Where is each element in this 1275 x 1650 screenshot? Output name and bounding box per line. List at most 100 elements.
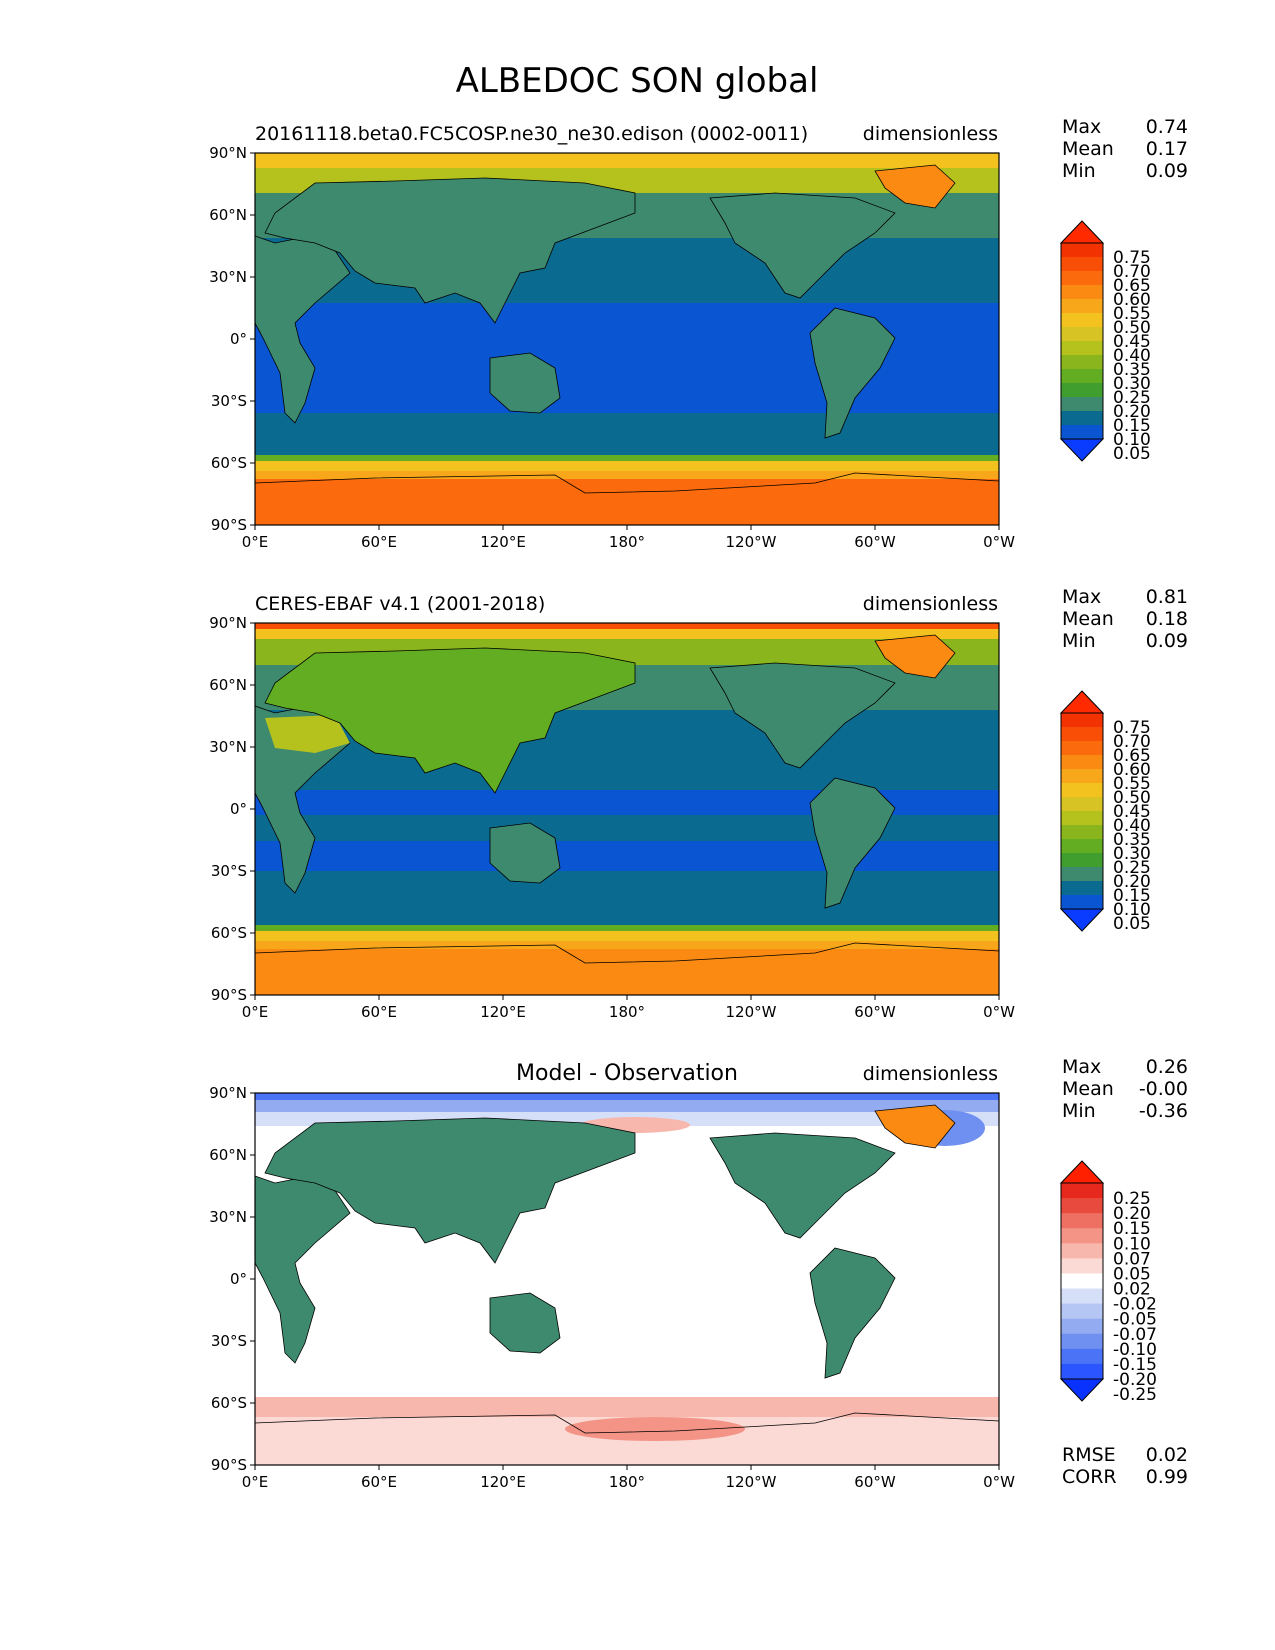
lat-tick-label: 90°S [211,1456,247,1474]
colorbar-tick-label: 0.50 [1113,788,1151,808]
colorbar-segment [1061,327,1103,342]
lon-tick-label: 0°E [242,1003,269,1021]
colorbar-tick-label: -0.10 [1113,1340,1157,1360]
map-area [254,1093,1000,1466]
colorbar-tick-label: -0.07 [1113,1325,1157,1345]
map-area [254,623,1000,996]
lon-tick-label: 60°W [854,1473,896,1491]
colorbar-segment [1061,797,1103,812]
stat-label: Max [1062,116,1101,138]
lon-tick-label: 60°W [854,533,896,551]
colorbar-segment [1061,1243,1103,1259]
stat-value: -0.36 [1139,1100,1188,1122]
colorbar-tick-label: 0.40 [1113,816,1151,836]
colorbar-segment [1061,1363,1103,1380]
lon-tick-label: 120°E [480,533,526,551]
colorbar-tick-label: 0.02 [1113,1280,1151,1300]
metric-value: 0.02 [1146,1444,1188,1466]
metric-value: 0.99 [1146,1466,1188,1488]
colorbar-extend-max [1059,220,1105,244]
stat-value: 0.09 [1146,160,1188,182]
panel-left-title: 20161118.beta0.FC5COSP.ne30_ne30.edison … [255,123,808,145]
colorbar-frame [1060,242,1104,440]
lon-tick-label: 60°E [361,533,397,551]
colorbar-tick-label: 0.15 [1113,1219,1151,1239]
stat-value: 0.81 [1146,586,1188,608]
lon-tick-label: 120°W [726,1003,777,1021]
panel-center-title: Model - Observation [516,1061,738,1086]
panel-model: 20161118.beta0.FC5COSP.ne30_ne30.edison … [254,123,1000,526]
colorbar-frame [1060,1182,1104,1380]
colorbar-tick-label: 0.25 [1113,388,1151,408]
colorbar-segment [1061,425,1103,440]
metric-label: CORR [1062,1466,1117,1488]
lat-tick-label: 0° [230,1270,247,1288]
colorbar-segment [1061,727,1103,742]
colorbar-tick-label: 0.10 [1113,430,1151,450]
colorbar-segment [1061,811,1103,826]
colorbar-tick-label: 0.55 [1113,774,1151,794]
lon-tick-label: 180° [609,1003,645,1021]
colorbar-tick-label: -0.15 [1113,1355,1157,1375]
panel-left-title: CERES-EBAF v4.1 (2001-2018) [255,593,545,615]
colorbar-segment [1061,285,1103,300]
panel-diff: Model - Observation dimensionless [254,1061,1000,1466]
colorbar-tick-label: 0.10 [1113,900,1151,920]
colorbar-tick-label: 0.65 [1113,276,1151,296]
lat-tick-label: 30°S [211,392,247,410]
colorbar-segment [1061,1198,1103,1214]
stat-value: 0.09 [1146,630,1188,652]
colorbar-tick-label: 0.30 [1113,374,1151,394]
colorbar-tick-label: 0.15 [1113,886,1151,906]
colorbar-tick-label: 0.35 [1113,360,1151,380]
colorbar-segment [1061,1258,1103,1274]
lon-tick-label: 120°W [726,1473,777,1491]
lat-tick-label: 60°S [211,1394,247,1412]
lon-tick-label: 120°E [480,1003,526,1021]
colorbar-segment [1061,825,1103,840]
stat-label: Min [1062,630,1096,652]
lat-tick-label: 60°S [211,924,247,942]
anomaly-southern-ocean [255,1397,999,1417]
colorbar-tick-label: 0.30 [1113,844,1151,864]
lon-tick-label: 0°W [983,533,1015,551]
stat-value: 0.18 [1146,608,1188,630]
colorbar-tick-label: 0.05 [1113,1264,1151,1284]
band-arctic-cap [255,153,999,168]
stat-label: Min [1062,160,1096,182]
metric-label: RMSE [1062,1444,1116,1466]
panel-obs: CERES-EBAF v4.1 (2001-2018) dimensionles… [254,593,1000,996]
colorbar-tick-label: 0.70 [1113,732,1151,752]
colorbar-tick-label: 0.20 [1113,1204,1151,1224]
colorbar-tick-label: 0.75 [1113,248,1151,268]
lat-tick-label: 30°N [209,268,247,286]
colorbar-segment [1061,1288,1103,1305]
colorbar-extend-min [1059,1378,1105,1402]
colorbar-segment [1061,1333,1103,1350]
lat-tick-label: 60°N [209,206,247,224]
colorbar-segment [1061,1318,1103,1335]
colorbar-tick-label: 0.20 [1113,872,1151,892]
colorbar-tick-label: 0.15 [1113,416,1151,436]
colorbar-segment [1061,369,1103,384]
band-south-mid [255,413,999,455]
colorbar-segment [1061,313,1103,328]
colorbar-tick-label: -0.25 [1113,1385,1157,1405]
band-southern-ice [255,461,999,471]
colorbar-tick-label: 0.20 [1113,402,1151,422]
lat-tick-label: 90°S [211,516,247,534]
colorbar-tick-label: -0.20 [1113,1370,1157,1390]
colorbar-tick-label: -0.05 [1113,1310,1157,1330]
lon-tick-label: 60°W [854,1003,896,1021]
colorbar-segment [1061,839,1103,854]
colorbar-tick-label: 0.05 [1113,914,1151,934]
colorbar-tick-label: 0.60 [1113,760,1151,780]
colorbar-tick-label: 0.45 [1113,802,1151,822]
lat-tick-label: 30°S [211,862,247,880]
colorbar-tick-label: 0.10 [1113,1234,1151,1254]
stat-label: Min [1062,1100,1096,1122]
stat-value: -0.00 [1139,1078,1188,1100]
colorbar-segment [1061,257,1103,272]
lon-tick-label: 0°E [242,533,269,551]
colorbar-segment [1061,1303,1103,1320]
